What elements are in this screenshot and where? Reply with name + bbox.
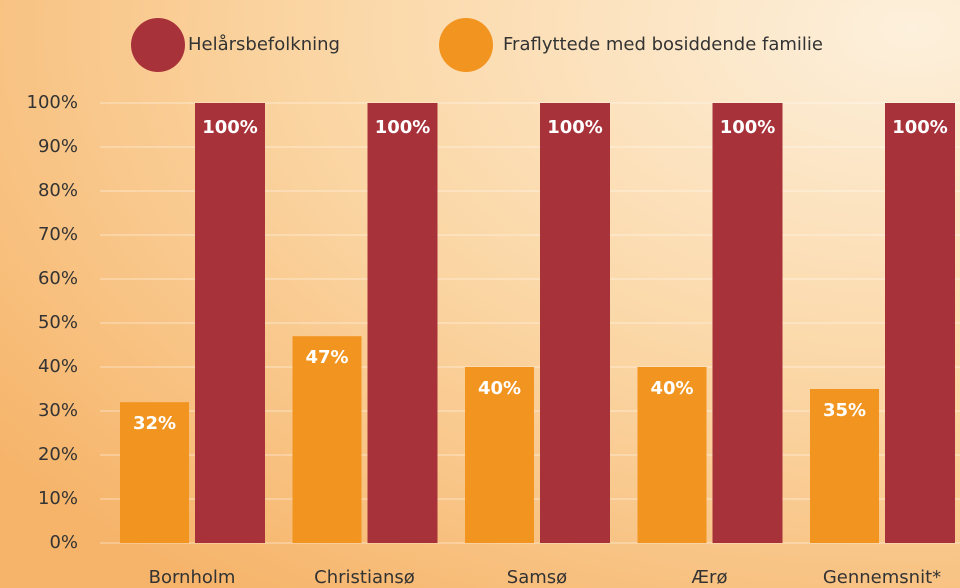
bar xyxy=(712,103,783,543)
legend-swatch xyxy=(131,18,185,72)
y-tick-label: 100% xyxy=(27,92,78,113)
bar xyxy=(885,103,955,543)
y-tick-label: 60% xyxy=(38,268,78,289)
y-tick-label: 50% xyxy=(38,312,78,333)
y-tick-label: 70% xyxy=(38,224,78,245)
bar xyxy=(637,367,707,543)
data-label: 100% xyxy=(547,117,603,138)
x-tick-label: Bornholm xyxy=(149,567,236,588)
y-tick-label: 10% xyxy=(38,488,78,509)
y-tick-label: 40% xyxy=(38,356,78,377)
bar xyxy=(292,336,362,543)
y-tick-label: 90% xyxy=(38,136,78,157)
data-label: 100% xyxy=(202,117,258,138)
data-label: 32% xyxy=(133,413,176,434)
bar xyxy=(465,367,534,543)
legend-label: Fraflyttede med bosiddende familie xyxy=(503,34,823,55)
legend-swatch xyxy=(439,18,493,72)
data-label: 47% xyxy=(305,347,348,368)
bar xyxy=(195,103,265,543)
data-label: 35% xyxy=(823,400,866,421)
data-label: 100% xyxy=(892,117,948,138)
legend-label: Helårsbefolkning xyxy=(188,34,340,55)
data-label: 40% xyxy=(650,378,693,399)
y-tick-label: 30% xyxy=(38,400,78,421)
bar xyxy=(367,103,438,543)
data-label: 40% xyxy=(478,378,521,399)
x-tick-label: Samsø xyxy=(507,567,567,588)
bar xyxy=(120,402,189,543)
bar xyxy=(810,389,879,543)
data-label: 100% xyxy=(375,117,431,138)
y-tick-label: 80% xyxy=(38,180,78,201)
y-tick-label: 0% xyxy=(49,532,78,553)
x-tick-label: Gennemsnit* xyxy=(823,567,941,588)
x-tick-label: Ærø xyxy=(692,567,728,588)
y-tick-label: 20% xyxy=(38,444,78,465)
x-tick-label: Christiansø xyxy=(314,567,415,588)
bar xyxy=(540,103,610,543)
data-label: 100% xyxy=(720,117,776,138)
